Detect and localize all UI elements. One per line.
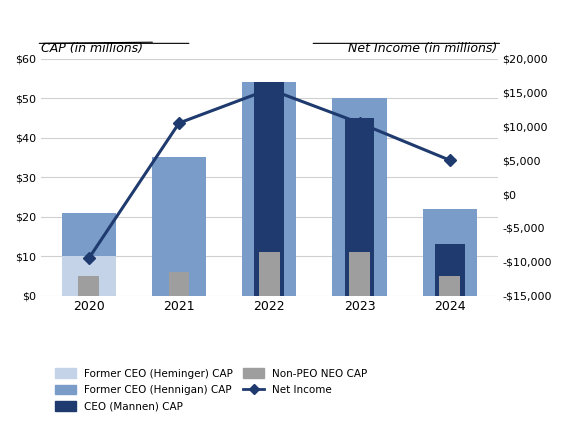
Net Income (176, 120, 183, 125)
Net Income (86, 256, 92, 261)
Bar (62, 256, 116, 296)
Line: Net Income: Net Income (84, 85, 454, 262)
Bar (152, 157, 206, 296)
Net Income (266, 87, 273, 92)
Net Income (446, 158, 453, 163)
Bar (435, 244, 465, 296)
Bar (255, 83, 284, 296)
Bar (62, 213, 116, 296)
Bar (345, 118, 374, 296)
Bar (78, 276, 99, 296)
Bar (423, 209, 477, 296)
Bar (439, 276, 460, 296)
Bar (168, 272, 189, 296)
Legend: Former CEO (Heminger) CAP, Former CEO (Hennigan) CAP, CEO (Mannen) CAP, Non-PEO : Former CEO (Heminger) CAP, Former CEO (H… (50, 364, 372, 416)
Bar (259, 252, 280, 296)
Bar (242, 83, 297, 296)
Text: CAP (in millions): CAP (in millions) (41, 42, 143, 55)
Bar (349, 252, 370, 296)
Bar (332, 98, 387, 296)
Text: Net Income (in millions): Net Income (in millions) (348, 42, 498, 55)
Net Income (356, 120, 363, 125)
